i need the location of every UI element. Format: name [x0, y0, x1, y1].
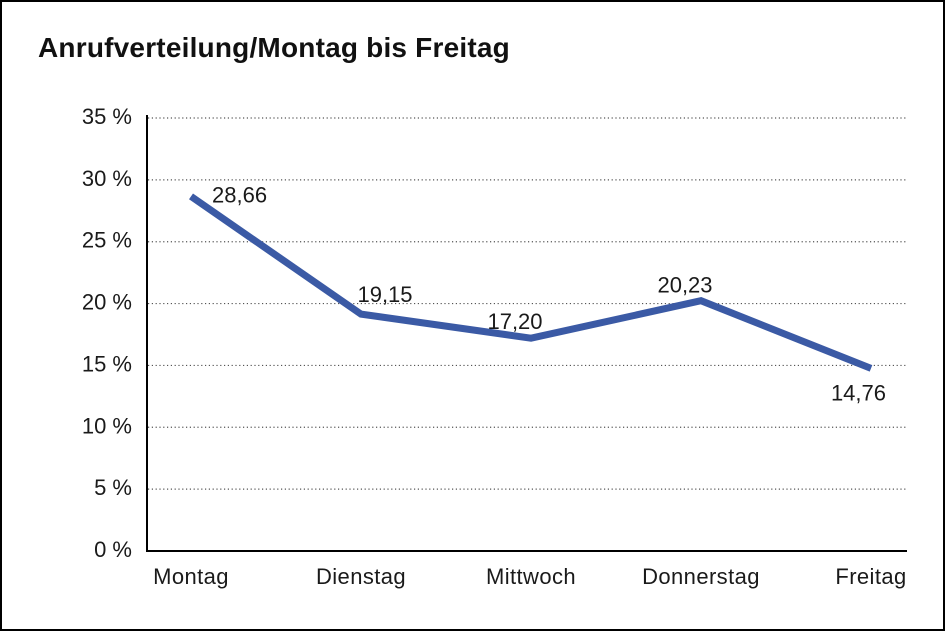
y-tick-label: 15 %: [82, 351, 132, 376]
data-line: [189, 193, 873, 372]
x-tick-label: Freitag: [835, 564, 906, 589]
value-label: 14,76: [831, 380, 886, 405]
value-label: 19,15: [357, 282, 412, 307]
y-tick-label: 0 %: [94, 537, 132, 562]
y-tick-label: 5 %: [94, 475, 132, 500]
y-tick-label: 30 %: [82, 166, 132, 191]
value-label: 20,23: [657, 273, 712, 298]
x-tick-label: Dienstag: [316, 564, 406, 589]
y-tick-label: 35 %: [82, 104, 132, 129]
x-tick-label: Donnerstag: [642, 564, 760, 589]
y-tick-label: 25 %: [82, 228, 132, 253]
x-tick-label: Montag: [153, 564, 229, 589]
x-tick-label: Mittwoch: [486, 564, 576, 589]
y-tick-label: 10 %: [82, 413, 132, 438]
chart-title: Anrufverteilung/Montag bis Freitag: [38, 32, 510, 63]
value-label: 28,66: [212, 182, 267, 207]
value-label: 17,20: [487, 309, 542, 334]
y-tick-label: 20 %: [82, 290, 132, 315]
axes: [146, 115, 907, 552]
